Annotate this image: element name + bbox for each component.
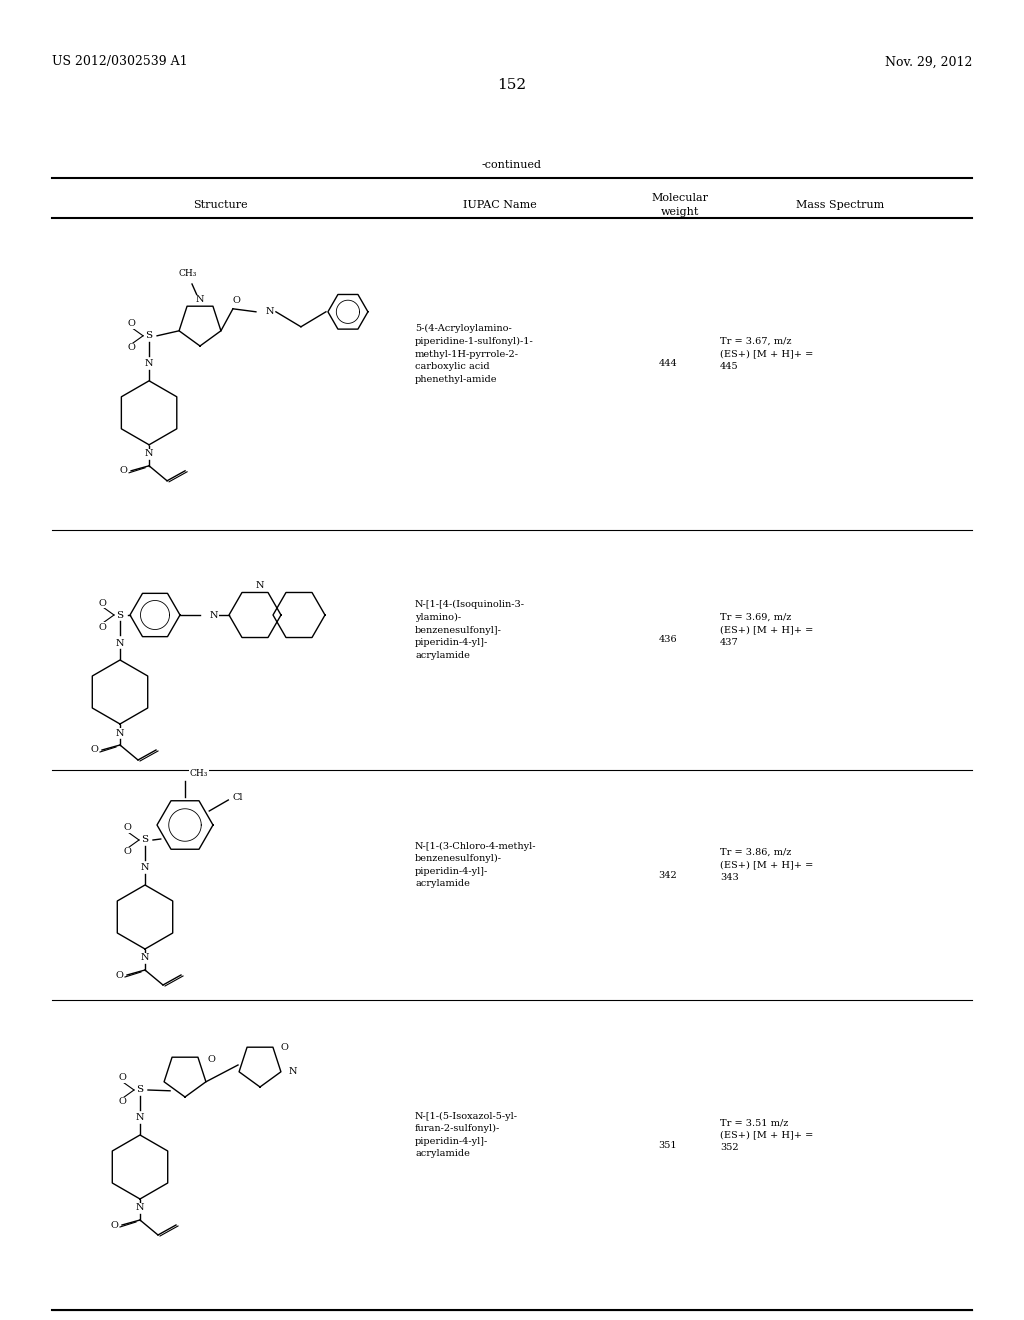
Text: O: O	[123, 824, 131, 833]
Text: N: N	[289, 1068, 297, 1076]
Text: O: O	[118, 1097, 126, 1106]
Text: Tr = 3.86, m/z
(ES+) [M + H]+ =
343: Tr = 3.86, m/z (ES+) [M + H]+ = 343	[720, 847, 813, 882]
Text: N: N	[116, 639, 124, 648]
Text: weight: weight	[660, 207, 699, 216]
Text: N: N	[210, 610, 218, 619]
Text: 342: 342	[658, 870, 677, 879]
Text: N-[1-(3-Chloro-4-methyl-
benzenesulfonyl)-
piperidin-4-yl]-
acrylamide: N-[1-(3-Chloro-4-methyl- benzenesulfonyl…	[415, 842, 537, 888]
Text: -continued: -continued	[482, 160, 542, 170]
Text: N: N	[136, 1204, 144, 1213]
Text: S: S	[145, 331, 153, 341]
Text: N: N	[196, 296, 204, 305]
Text: Nov. 29, 2012: Nov. 29, 2012	[885, 55, 972, 69]
Text: N: N	[144, 359, 154, 368]
Text: Structure: Structure	[193, 201, 248, 210]
Text: 436: 436	[658, 635, 677, 644]
Text: N-[1-(5-Isoxazol-5-yl-
furan-2-sulfonyl)-
piperidin-4-yl]-
acrylamide: N-[1-(5-Isoxazol-5-yl- furan-2-sulfonyl)…	[415, 1111, 518, 1159]
Text: Tr = 3.51 m/z
(ES+) [M + H]+ =
352: Tr = 3.51 m/z (ES+) [M + H]+ = 352	[720, 1118, 813, 1152]
Text: N-[1-[4-(Isoquinolin-3-
ylamino)-
benzenesulfonyl]-
piperidin-4-yl]-
acrylamide: N-[1-[4-(Isoquinolin-3- ylamino)- benzen…	[415, 601, 525, 660]
Text: O: O	[110, 1221, 118, 1229]
Text: 444: 444	[658, 359, 677, 368]
Text: Cl: Cl	[232, 793, 243, 803]
Text: US 2012/0302539 A1: US 2012/0302539 A1	[52, 55, 187, 69]
Text: S: S	[117, 610, 124, 619]
Text: N: N	[116, 729, 124, 738]
Text: 152: 152	[498, 78, 526, 92]
Text: N: N	[140, 953, 150, 962]
Text: N: N	[266, 308, 274, 317]
Text: O: O	[90, 746, 98, 755]
Text: O: O	[123, 847, 131, 857]
Text: O: O	[119, 466, 127, 475]
Text: S: S	[136, 1085, 143, 1094]
Text: O: O	[118, 1073, 126, 1082]
Text: O: O	[115, 970, 123, 979]
Text: S: S	[141, 836, 148, 845]
Text: Tr = 3.69, m/z
(ES+) [M + H]+ =
437: Tr = 3.69, m/z (ES+) [M + H]+ = 437	[720, 612, 813, 647]
Text: Mass Spectrum: Mass Spectrum	[796, 201, 884, 210]
Text: N: N	[140, 863, 150, 873]
Text: 5-(4-Acryloylamino-
piperidine-1-sulfonyl)-1-
methyl-1H-pyrrole-2-
carboxylic ac: 5-(4-Acryloylamino- piperidine-1-sulfony…	[415, 325, 534, 384]
Text: O: O	[208, 1055, 216, 1064]
Text: 351: 351	[658, 1140, 677, 1150]
Text: CH₃: CH₃	[179, 269, 198, 279]
Text: Tr = 3.67, m/z
(ES+) [M + H]+ =
445: Tr = 3.67, m/z (ES+) [M + H]+ = 445	[720, 337, 813, 371]
Text: O: O	[127, 343, 135, 352]
Text: N: N	[256, 581, 264, 590]
Text: O: O	[98, 598, 105, 607]
Text: O: O	[233, 296, 241, 305]
Text: IUPAC Name: IUPAC Name	[463, 201, 537, 210]
Text: N: N	[144, 449, 154, 458]
Text: O: O	[281, 1043, 289, 1052]
Text: N: N	[136, 1114, 144, 1122]
Text: Molecular: Molecular	[651, 193, 709, 203]
Text: O: O	[127, 319, 135, 329]
Text: O: O	[98, 623, 105, 631]
Text: CH₃: CH₃	[190, 768, 208, 777]
